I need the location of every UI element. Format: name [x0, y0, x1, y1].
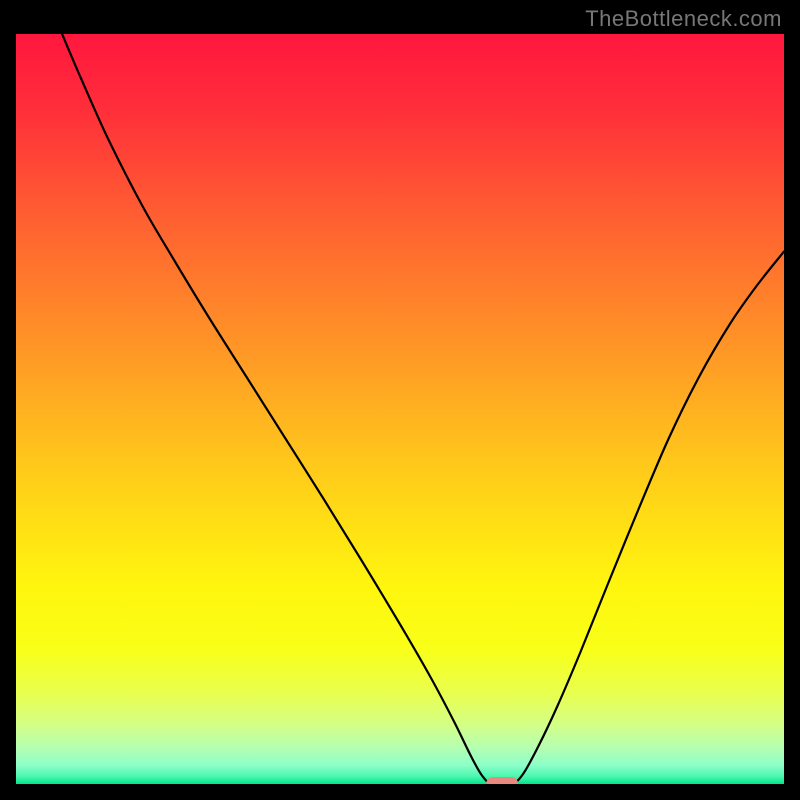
watermark-text: TheBottleneck.com: [585, 6, 782, 32]
bottleneck-chart: [0, 0, 800, 800]
chart-frame: TheBottleneck.com: [0, 0, 800, 800]
plot-background: [16, 34, 784, 784]
